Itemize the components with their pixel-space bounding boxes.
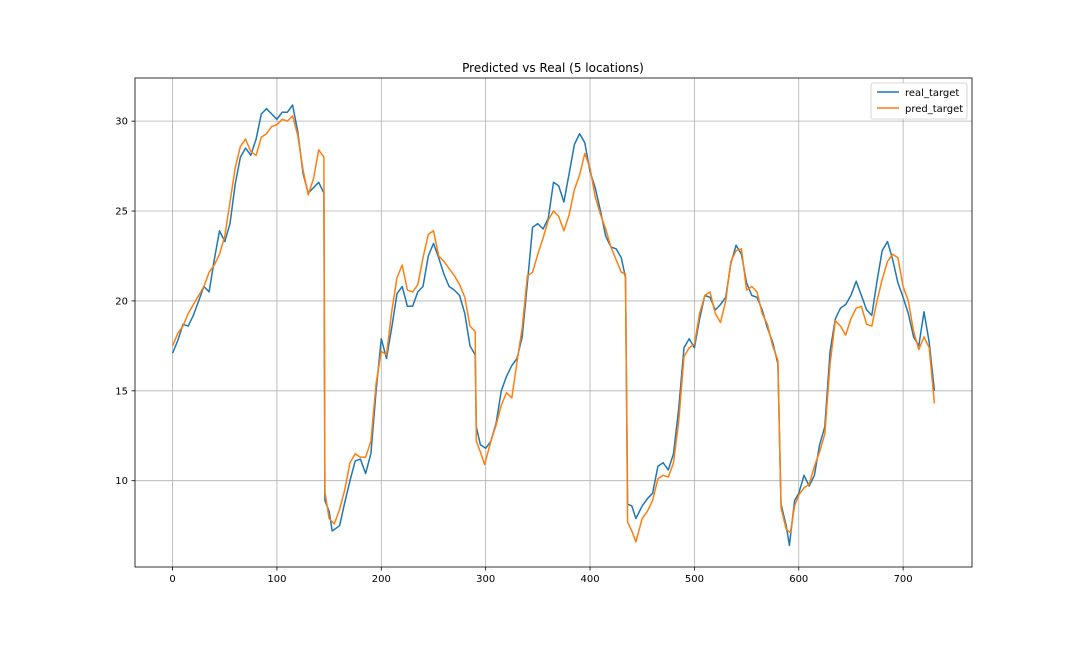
x-tick-label: 200 — [372, 574, 391, 585]
plot-area — [135, 78, 972, 567]
y-tick-label: 15 — [115, 386, 128, 397]
x-tick-label: 700 — [894, 574, 913, 585]
x-tick-label: 100 — [267, 574, 286, 585]
chart-title: Predicted vs Real (5 locations) — [462, 61, 644, 75]
legend-label-pred: pred_target — [905, 104, 963, 115]
legend: real_target pred_target — [870, 82, 968, 120]
x-tick-label: 400 — [580, 574, 599, 585]
x-tick-label: 600 — [789, 574, 808, 585]
y-tick-label: 10 — [115, 476, 128, 487]
x-tick-label: 500 — [685, 574, 704, 585]
plot-frame — [134, 77, 973, 568]
x-axis: 0 100 200 300 400 500 600 700 — [169, 567, 913, 585]
y-tick-label: 25 — [115, 207, 128, 218]
y-tick-label: 30 — [115, 117, 128, 128]
grid-lines — [135, 78, 972, 567]
x-tick-label: 300 — [476, 574, 495, 585]
x-tick-label: 0 — [169, 574, 175, 585]
legend-label-real: real_target — [905, 88, 959, 99]
series-layer — [171, 104, 936, 547]
y-tick-label: 20 — [115, 296, 128, 307]
series-line-pred-target — [171, 115, 936, 543]
y-axis: 10 15 20 25 30 — [115, 117, 135, 487]
